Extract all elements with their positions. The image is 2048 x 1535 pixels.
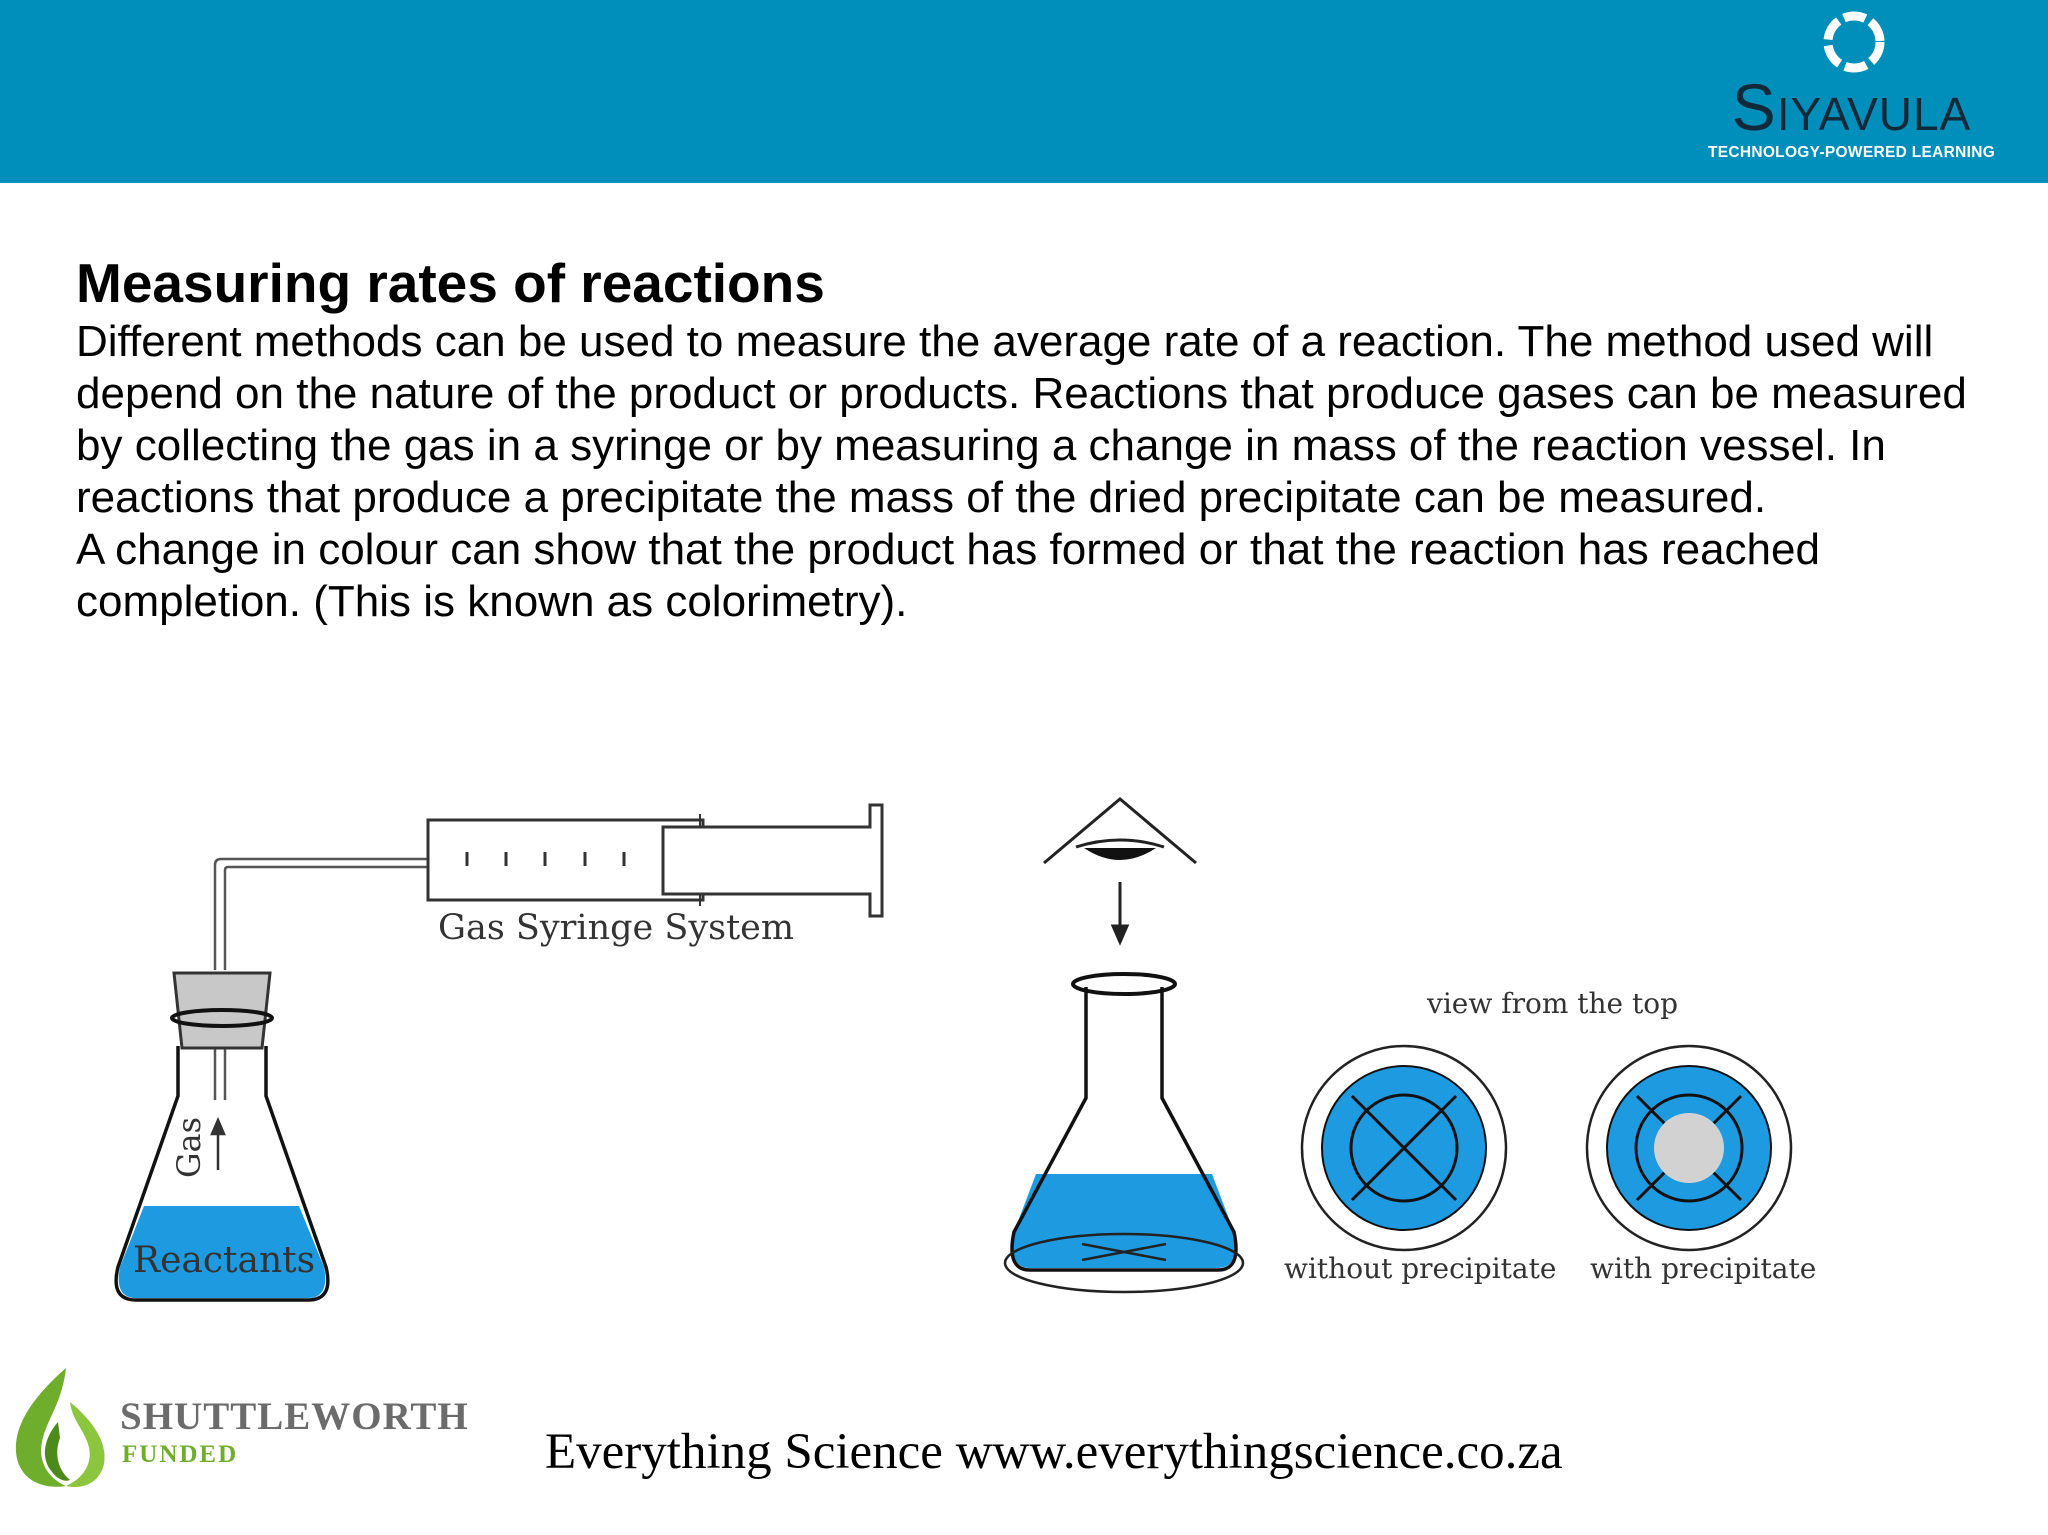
paragraph-colorimetry: A change in colour can show that the pro… — [76, 525, 1820, 626]
reactants-liquid — [118, 1206, 326, 1298]
flame-icon — [15, 1368, 105, 1488]
shuttleworth-logo: SHUTTLEWORTH FUNDED — [15, 1368, 469, 1488]
top-view-with-precipitate — [1585, 1044, 1793, 1252]
precipitate-apparatus: view from the top without precipitate wi… — [1003, 797, 1816, 1294]
siyavula-logo: Siyavula TECHNOLOGY-POWERED LEARNING — [1679, 10, 2024, 161]
reaction-flask — [114, 1046, 330, 1302]
gas-label: Gas — [170, 1117, 208, 1178]
reactants-label: Reactants — [133, 1240, 315, 1281]
brand-tagline: TECHNOLOGY-POWERED LEARNING — [1707, 144, 1996, 161]
brand-name: Siyavula — [1731, 70, 1972, 144]
logo-sub: FUNDED — [122, 1441, 238, 1468]
top-view-without-precipitate — [1300, 1044, 1508, 1252]
slide-title: Measuring rates of reactions — [76, 252, 825, 314]
delivery-tube — [213, 857, 428, 970]
colorimetry-flask — [1010, 987, 1238, 1272]
siyavula-ring-icon — [1823, 11, 1885, 73]
cross-mark — [1081, 1242, 1167, 1262]
gas-arrow — [210, 1116, 226, 1170]
paragraph-methods: Different methods can be used to measure… — [76, 317, 1967, 522]
view-arrow — [1110, 882, 1130, 946]
body-text: Different methods can be used to measure… — [76, 316, 1996, 628]
without-precipitate-label: without precipitate — [1284, 1252, 1556, 1285]
syringe-plunger — [661, 803, 884, 918]
syringe-label: Gas Syringe System — [438, 908, 794, 948]
syringe-graduations — [465, 852, 626, 866]
experiment-diagram: Gas Syringe System Gas Reactants — [114, 797, 1816, 1302]
footer-website-text: Everything Science www.everythingscience… — [545, 1424, 1563, 1480]
cross-paper — [1003, 1232, 1245, 1294]
gas-syringe-apparatus: Gas Syringe System Gas Reactants — [114, 803, 884, 1302]
syringe-barrel — [426, 818, 705, 902]
flask-rim — [1071, 972, 1177, 996]
flask-liquid — [1012, 1174, 1236, 1268]
header-bar: Siyavula TECHNOLOGY-POWERED LEARNING — [0, 0, 2048, 183]
eye-icon — [1043, 797, 1197, 865]
view-from-top-label: view from the top — [1426, 987, 1678, 1020]
with-precipitate-label: with precipitate — [1590, 1252, 1816, 1285]
logo-name: SHUTTLEWORTH — [120, 1395, 469, 1438]
